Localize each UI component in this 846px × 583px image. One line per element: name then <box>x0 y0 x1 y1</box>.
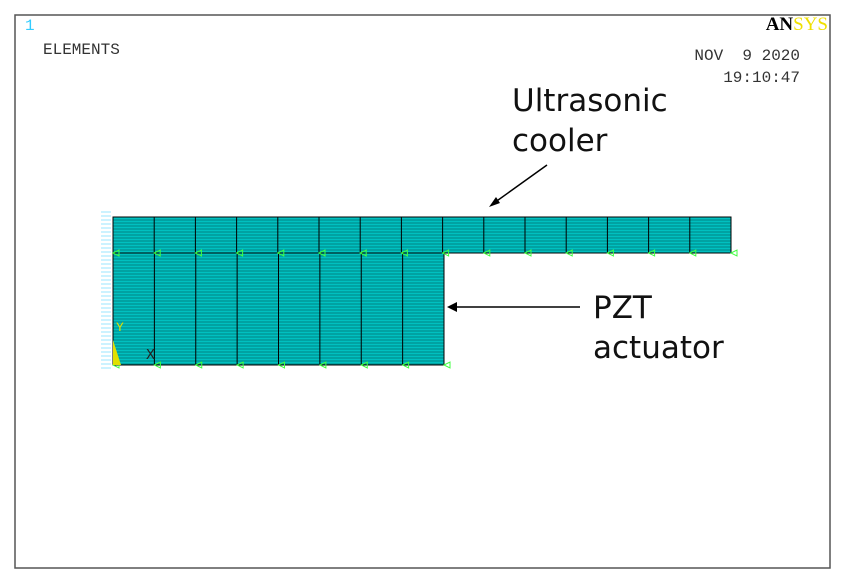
bc-marker <box>688 249 697 257</box>
window-number: 1 <box>25 17 35 35</box>
mesh <box>101 211 738 369</box>
logo: ANSYS <box>766 14 828 35</box>
plot-label: ELEMENTS <box>43 41 120 59</box>
cooler-arrow <box>493 164 548 204</box>
cooler-label-line1: Ultrasonic <box>512 83 668 119</box>
bc-marker <box>647 249 656 257</box>
logo-an: AN <box>766 14 794 35</box>
bc-marker <box>359 249 367 257</box>
triad-y: Y <box>116 320 124 335</box>
bc-marker <box>400 249 408 257</box>
pzt-label-line2: actuator <box>593 330 724 366</box>
pzt-arrowhead <box>447 302 457 312</box>
bc-marker <box>360 361 368 369</box>
bc-marker <box>441 249 450 257</box>
bc-marker <box>565 249 573 257</box>
bc-marker <box>153 361 161 369</box>
bc-marker <box>442 361 451 369</box>
bc-marker <box>317 249 326 257</box>
cooler-label-line2: cooler <box>512 123 608 159</box>
pzt-label-line1: PZT <box>593 290 653 326</box>
logo-sys: SYS <box>793 14 828 35</box>
bc-marker <box>729 249 738 257</box>
bc-marker <box>318 361 327 369</box>
bc-marker <box>194 249 202 257</box>
bc-marker <box>606 249 614 257</box>
date: NOV 9 2020 <box>694 47 800 65</box>
bc-marker <box>523 249 532 257</box>
time: 19:10:47 <box>723 69 800 87</box>
triad-x: X <box>146 347 155 364</box>
cooler-arrowhead <box>489 197 500 207</box>
bc-marker <box>153 249 161 257</box>
bc-marker <box>111 249 120 257</box>
bc-marker <box>482 249 491 257</box>
bc-marker <box>236 361 244 369</box>
triad-marker <box>113 340 121 365</box>
bc-marker <box>277 361 285 369</box>
bc-marker <box>235 249 244 257</box>
bc-marker <box>194 361 203 369</box>
bc-marker <box>401 361 410 369</box>
bc-marker <box>276 249 285 257</box>
